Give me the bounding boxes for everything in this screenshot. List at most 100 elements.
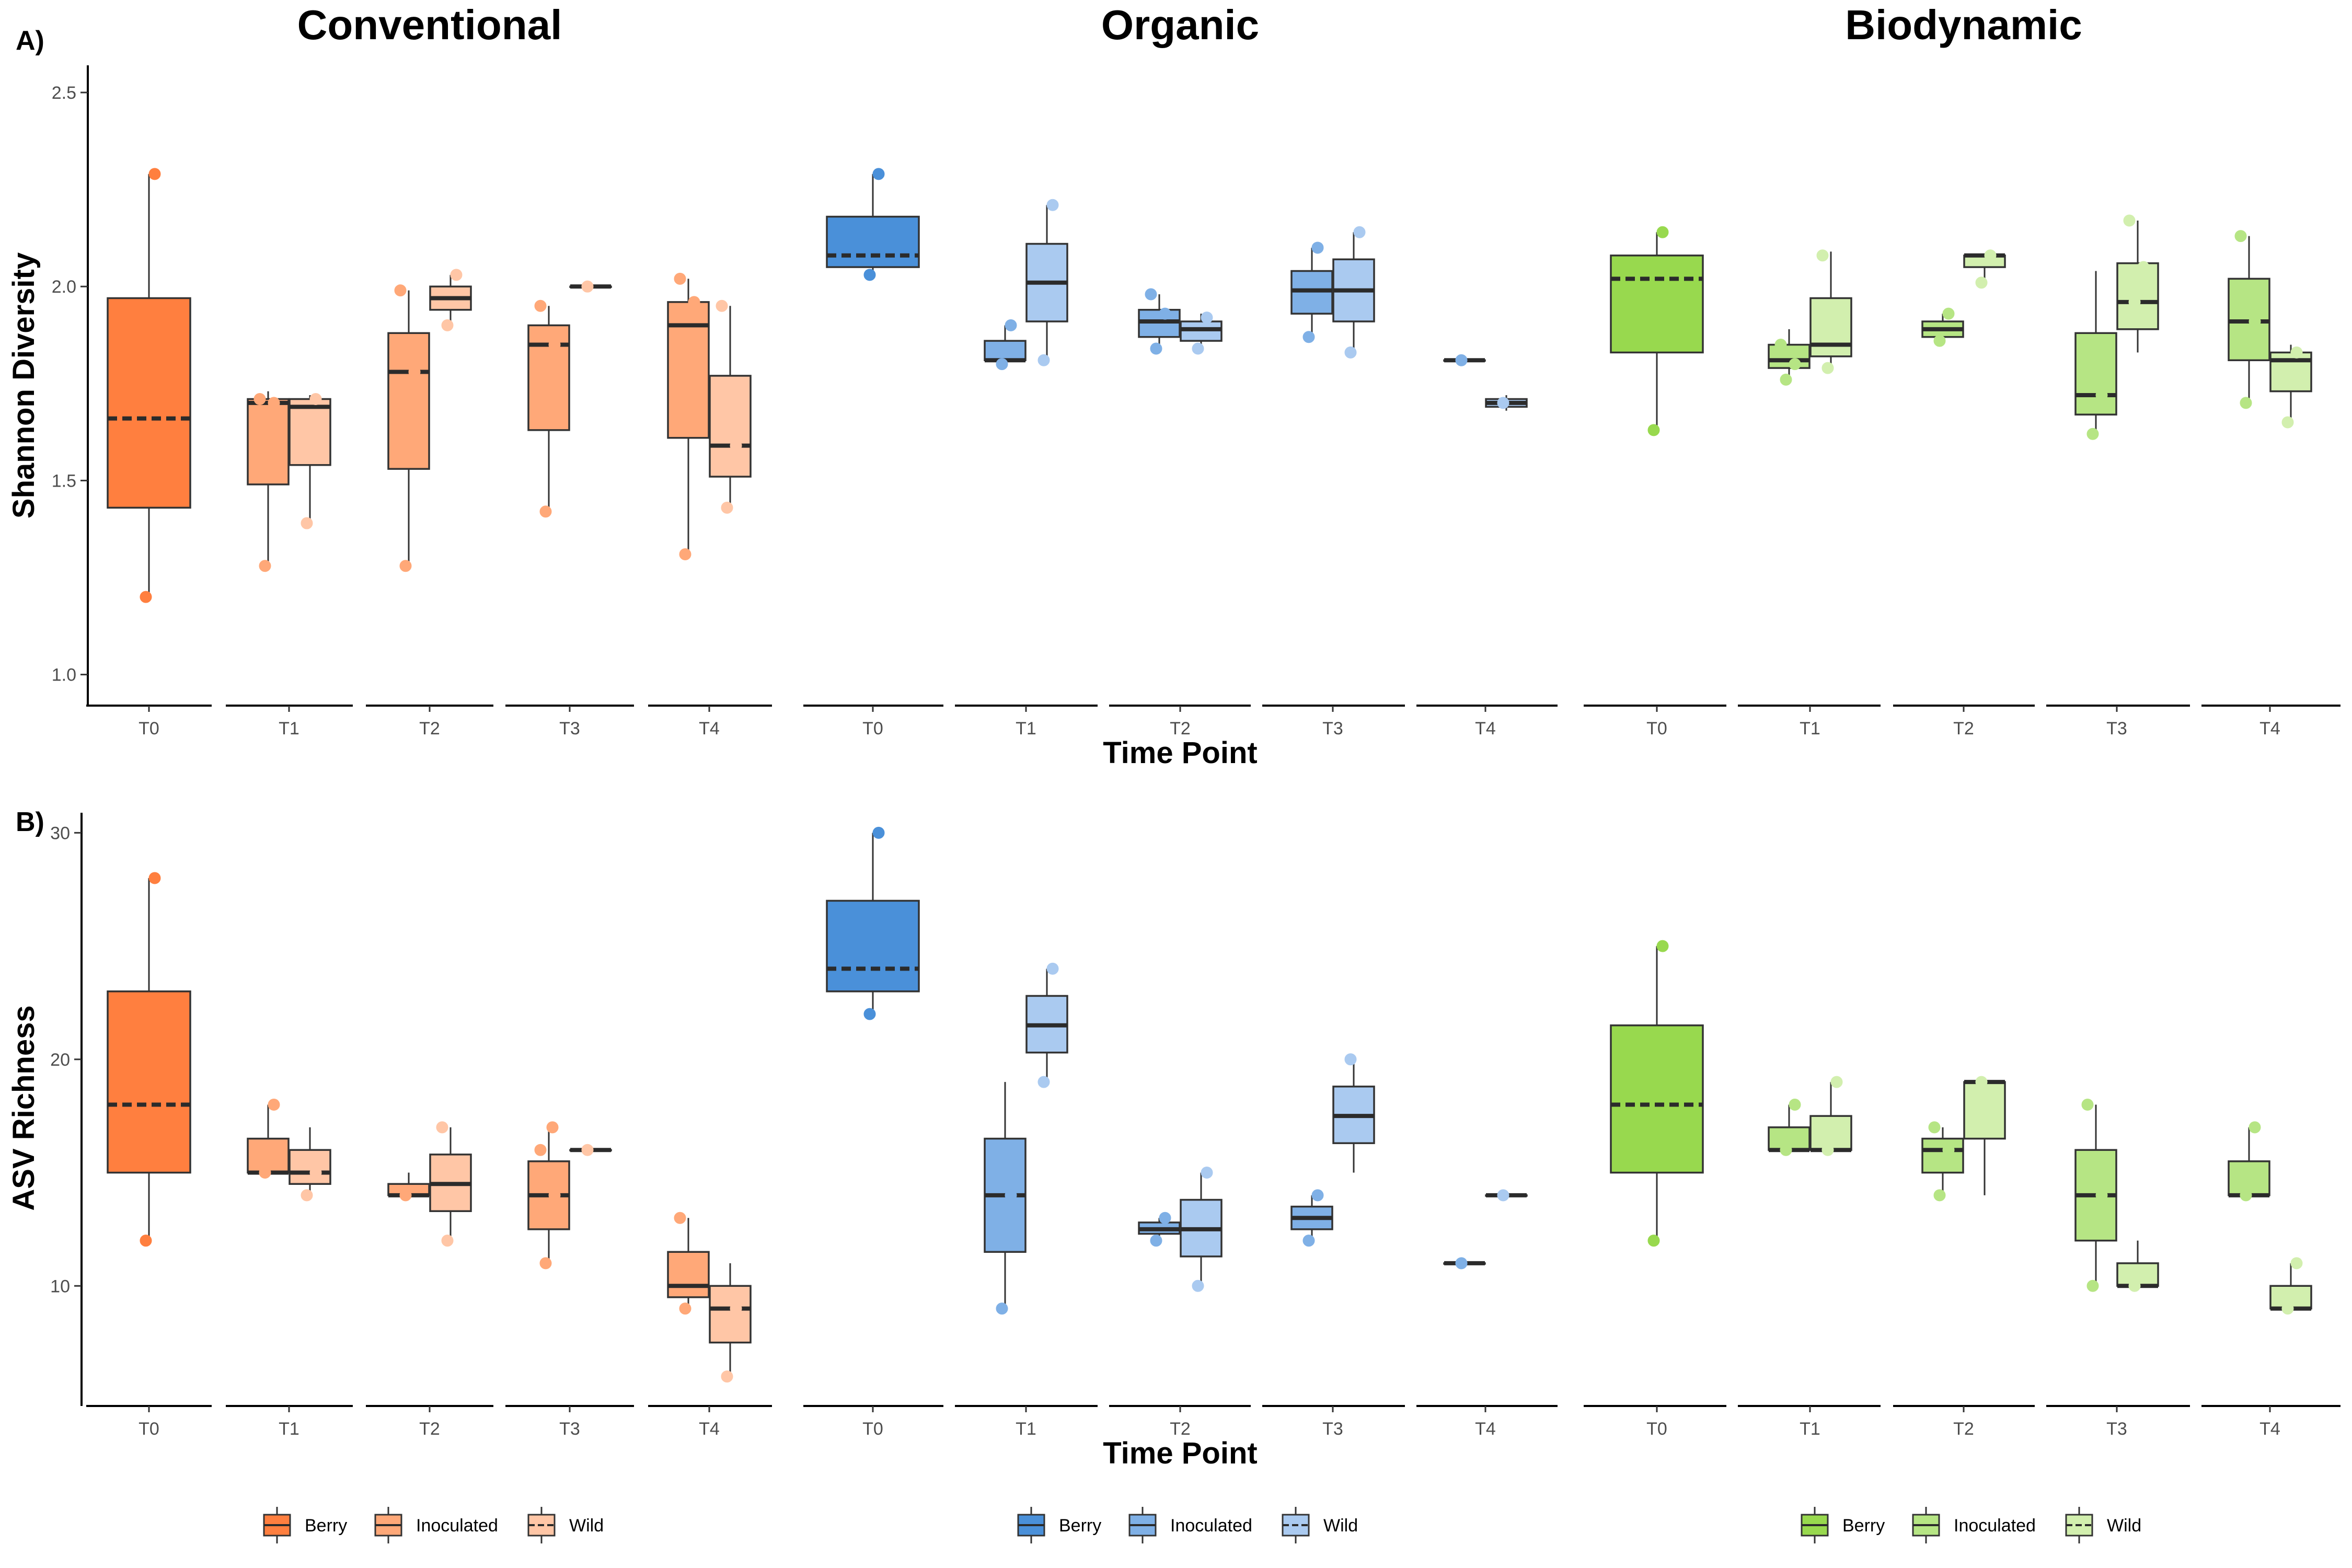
data-point (1145, 288, 1157, 301)
box-t3-wild (1332, 1053, 1375, 1173)
x-tick-label: T4 (2259, 1419, 2280, 1439)
data-point (1647, 1235, 1660, 1247)
data-point (441, 1235, 454, 1247)
data-point (863, 269, 876, 281)
facet-title-organic: Organic (1101, 2, 1259, 48)
y-tick-label: 30 (50, 823, 70, 843)
box-t1-wild (1025, 962, 1068, 1088)
x-tick-label: T1 (1800, 719, 1820, 739)
box-iqr (826, 215, 920, 268)
data-point (1159, 1212, 1171, 1224)
data-point (436, 1121, 448, 1134)
legend-key-berry: Berry (263, 1507, 347, 1543)
data-point (721, 1370, 733, 1383)
box-t0-berry (826, 826, 920, 1020)
data-point (408, 366, 421, 378)
box-iqr (1768, 1126, 1811, 1151)
x-tick-label: T2 (419, 719, 440, 739)
x-tick-label: T3 (1322, 719, 1343, 739)
data-point (1933, 1189, 1946, 1202)
box-t4-inoculated (2228, 1121, 2270, 1202)
data-point (581, 280, 594, 293)
y-tick-label: 2.5 (52, 83, 76, 103)
data-point (1192, 1279, 1204, 1292)
legend-label: Berry (305, 1516, 347, 1536)
x-tick-label: T0 (1646, 1419, 1667, 1439)
box-t3-wild (569, 280, 612, 293)
legend-label: Wild (2107, 1516, 2141, 1536)
x-tick-label: T3 (2106, 719, 2127, 739)
facet-titles: Conventional Organic Biodynamic (297, 2, 2082, 48)
box-t4-wild (1485, 1189, 1528, 1202)
data-point (1984, 249, 1997, 262)
y-tick-label: 10 (50, 1276, 70, 1296)
box-t4-inoculated (1443, 354, 1486, 366)
data-point (268, 397, 280, 409)
data-point (716, 299, 728, 312)
box-t2-inoculated (1921, 1121, 1964, 1202)
data-point (2234, 230, 2247, 243)
data-point (1942, 1144, 1955, 1156)
box-t1-inoculated (984, 1082, 1027, 1315)
data-point (1201, 1167, 1213, 1179)
box-iqr (1809, 1115, 1852, 1151)
data-point (996, 1302, 1008, 1315)
box-t0-berry (826, 168, 920, 281)
y-tick-label: 2.0 (52, 277, 76, 297)
data-point (1311, 1189, 1324, 1202)
data-point (548, 1189, 561, 1202)
legends: Berry Inoculated Wild Berry Inoculated Wild Be… (263, 1507, 2141, 1543)
box-t2-wild (1963, 249, 2006, 289)
data-point (2128, 296, 2141, 308)
data-point (2081, 346, 2094, 359)
data-point (1150, 342, 1162, 355)
x-tick-label: T0 (139, 1419, 159, 1439)
data-point (1656, 226, 1669, 238)
box-t2-inoculated (1138, 288, 1181, 355)
data-point (1830, 1076, 1843, 1088)
box-t4-wild (2269, 1257, 2312, 1315)
data-point (1353, 226, 1366, 238)
box-t1-inoculated (1768, 1098, 1811, 1156)
box-iqr (1921, 1137, 1964, 1174)
data-point (2240, 1189, 2252, 1202)
box-t3-inoculated (527, 299, 570, 518)
data-point (1302, 1235, 1315, 1247)
panels: A) 1.0 1.5 2.0 2.5 Shannon Diversity Time Poin… (7, 26, 2341, 1470)
data-point (140, 1235, 152, 1247)
data-point (721, 501, 733, 514)
data-point (140, 591, 152, 603)
data-point (2081, 1098, 2094, 1111)
box-t3-wild (2116, 1240, 2159, 1292)
data-point (1302, 331, 1315, 343)
data-point (1497, 397, 1509, 409)
x-tick-label: T2 (1953, 719, 1974, 739)
legend-key-inoculated: Inoculated (1128, 1507, 1252, 1543)
x-tick-label: T4 (1475, 1419, 1496, 1439)
box-t4-inoculated (2228, 230, 2270, 409)
box-iqr (2074, 332, 2117, 416)
facet-biodynamic: T0 T1 T2 T3 T4 (1584, 940, 2341, 1439)
data-point (1942, 307, 1955, 320)
box-t1-inoculated (984, 319, 1027, 371)
box-t4-inoculated (1443, 1257, 1486, 1270)
data-point (2281, 1302, 2294, 1315)
box-t1-inoculated (1768, 329, 1811, 386)
x-tick-label: T0 (1646, 719, 1667, 739)
y-tick-label: 1.5 (52, 471, 76, 491)
data-point (1344, 1053, 1357, 1066)
data-point (259, 1167, 271, 1179)
x-tick-label: T4 (2259, 719, 2280, 739)
box-t2-inoculated (387, 1172, 430, 1202)
facet-conventional: T0 T1 T2 T3 T4 (86, 168, 772, 739)
x-tick-label: T0 (139, 719, 159, 739)
legend-conventional: Berry Inoculated Wild (263, 1507, 604, 1543)
data-point (1975, 1076, 1988, 1088)
panel-b: B) 10 20 30 ASV Richness Time Point T0 T1 T2 T3 T4… (7, 807, 2341, 1470)
box-t3-inoculated (527, 1121, 570, 1270)
data-point (2128, 1279, 2141, 1292)
data-point (1046, 199, 1059, 211)
box-iqr (527, 324, 570, 431)
data-point (1005, 1189, 1017, 1202)
data-point (1647, 424, 1660, 436)
